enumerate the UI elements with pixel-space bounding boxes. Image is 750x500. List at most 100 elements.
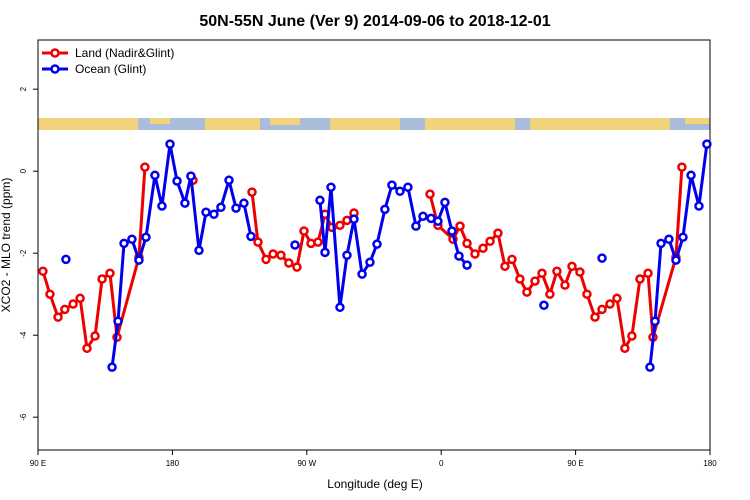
data-point [425,189,435,199]
data-point [186,171,196,181]
data-point [530,276,540,286]
data-point [645,362,655,372]
y-tick-label: 2 [19,86,28,91]
chart-title: 50N-55N June (Ver 9) 2014-09-06 to 2018-… [199,13,550,30]
x-tick-label: 90 E [30,459,46,468]
data-point [113,316,123,327]
data-point [105,268,115,279]
data-point [216,202,226,213]
data-point [597,304,607,315]
data-point [276,250,286,260]
data-point [612,293,622,304]
data-point [290,240,300,250]
data-point [462,238,472,249]
data-point [507,254,517,265]
data-point [702,139,712,149]
data-point [515,274,525,284]
data-point [454,251,464,261]
data-point [597,253,607,263]
data-point [365,257,375,267]
data-point [418,211,428,222]
x-tick-label: 180 [703,459,717,468]
data-point [299,226,309,236]
data-point [664,234,674,245]
data-point [411,221,421,231]
data-point [335,220,345,231]
data-point [545,289,555,299]
data-point [686,170,696,181]
data-point [433,216,443,226]
data-point [45,289,55,299]
data-point [478,243,488,254]
data-point [224,175,234,185]
y-tick-label: -2 [19,249,28,257]
data-point [326,182,336,192]
data-point [643,268,653,279]
data-point [201,207,211,217]
data-point [141,232,151,242]
legend-label: Ocean (Glint) [75,62,146,76]
data-point [357,269,367,279]
data-point [239,198,249,208]
data-point [284,258,294,268]
data-point [455,221,465,231]
data-point [447,226,457,236]
data-point [320,247,330,258]
data-point [209,209,219,219]
data-point [567,261,577,272]
data-point [231,203,241,213]
data-point [485,236,495,247]
data-point [140,162,150,172]
data-point [403,182,413,192]
data-point [500,261,510,272]
x-axis-label: Longitude (deg E) [327,477,422,491]
data-point [82,343,92,354]
data-point [157,201,167,211]
y-axis-label: XCO2 - MLO trend (ppm) [0,178,13,313]
data-point [493,228,503,238]
data-point [387,180,397,190]
data-point [247,187,257,197]
data-point [90,331,100,341]
y-tick-label: -6 [19,413,28,421]
data-point [620,343,630,354]
data-point [268,249,278,259]
data-point [537,268,547,279]
x-tick-label: 90 W [297,459,316,468]
data-point [605,299,615,309]
data-point [292,262,302,272]
y-tick-label: -4 [19,331,28,339]
data-point [539,300,549,311]
data-point [60,304,70,315]
data-point [656,238,666,249]
x-tick-label: 0 [439,459,444,468]
data-point [127,234,137,245]
data-point [671,255,681,265]
data-point [440,197,450,208]
data-point [635,274,645,284]
data-point [53,312,63,322]
data-point [119,238,129,249]
legend-marker [50,48,60,58]
data-point [68,299,78,309]
data-point [342,250,352,260]
data-point [315,195,325,206]
x-tick-label: 180 [166,459,180,468]
data-point [165,139,175,149]
data-point [678,232,688,242]
legend-label: Land (Nadir&Glint) [75,46,174,60]
data-point [650,316,660,327]
data-point [462,260,472,270]
data-point [372,239,382,249]
map-strip [38,118,710,130]
data-point [552,266,562,276]
data-point [590,312,600,322]
data-point [246,231,256,242]
data-point [75,293,85,304]
data-point [694,201,704,211]
data-point [38,266,48,276]
data-point [522,287,532,297]
data-point [349,214,359,224]
data-point [575,267,585,277]
